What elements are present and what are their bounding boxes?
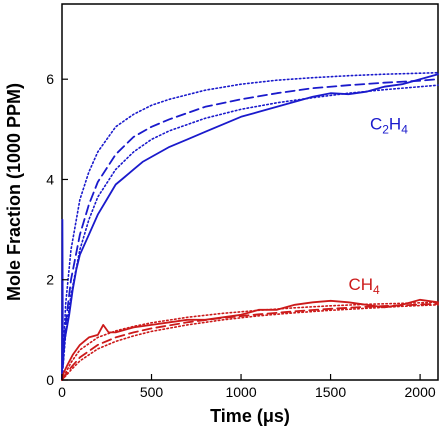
- series-0-curve-dotted-lower: [61, 84, 439, 381]
- series-layer: [61, 71, 439, 381]
- series-label-0: C2H4: [370, 114, 408, 136]
- x-tick-label-3: 1500: [315, 384, 346, 400]
- y-tick-label-2: 4: [46, 171, 54, 187]
- y-tick-label-3: 6: [46, 71, 54, 87]
- y-tick-label-1: 2: [46, 272, 54, 288]
- series-1-curve-solid: [61, 298, 439, 381]
- x-tick-label-2: 1000: [225, 384, 256, 400]
- series-1-curve-dashed: [61, 302, 439, 381]
- x-tick-label-0: 0: [58, 384, 66, 400]
- y-tick-label-0: 0: [46, 372, 54, 388]
- plot-frame: [61, 3, 439, 381]
- series-0-curve-dotted-upper: [61, 71, 439, 381]
- x-axis-title: Time (μs): [210, 406, 290, 426]
- series-label-layer: C2H4 CH4: [348, 114, 408, 296]
- x-tick-label-1: 500: [140, 384, 164, 400]
- series-1-curve-dotted-lower: [61, 303, 439, 381]
- y-axis-title: Mole Fraction (1000 PPM): [4, 83, 24, 301]
- series-1-curve-dotted-upper: [61, 301, 439, 381]
- series-label-1: CH4: [348, 275, 380, 297]
- axis-layer: 0 500 1000 1500 2000 0 2 4 6: [46, 71, 436, 400]
- x-tick-label-4: 2000: [405, 384, 436, 400]
- series-0-curve-dashed: [61, 78, 439, 381]
